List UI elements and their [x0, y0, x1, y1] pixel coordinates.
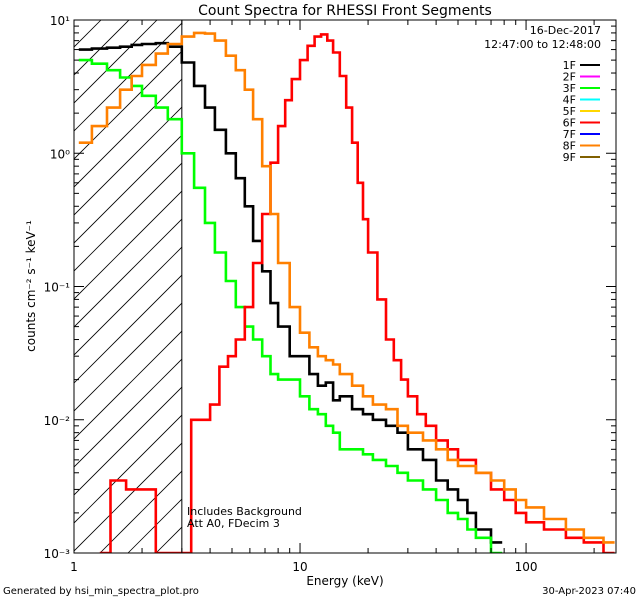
hatch-line [74, 358, 182, 468]
hatch-line [74, 414, 182, 524]
y-tick-label: 10¹ [50, 14, 70, 28]
hatch-line [99, 470, 182, 553]
chart-title: Count Spectra for RHESSI Front Segments [198, 3, 492, 19]
timestamp-label: 30-Apr-2023 07:40 [542, 586, 636, 597]
legend-label: 6F [563, 117, 576, 130]
hatch-line [74, 78, 182, 188]
legend-label: 8F [563, 140, 576, 153]
x-axis-label: Energy (keV) [306, 574, 383, 588]
legend-label: 7F [563, 128, 576, 141]
hatch-line [74, 50, 182, 160]
excluded-region-hatch [0, 20, 182, 553]
y-tick-label: 10⁻² [44, 414, 71, 428]
hatch-line [74, 106, 182, 216]
legend-label: 1F [563, 59, 576, 72]
hatch-line [74, 218, 182, 328]
generated-by-label: Generated by hsi_min_spectra_plot.pro [3, 586, 199, 597]
y-axis-label: counts cm⁻² s⁻¹ keV⁻¹ [24, 220, 38, 352]
x-tick-label: 1 [70, 560, 78, 574]
y-tick-label: 10⁻³ [44, 547, 71, 561]
date-label: 16-Dec-2017 [530, 24, 601, 37]
legend-label: 5F [563, 105, 576, 118]
x-tick-label: 100 [515, 560, 538, 574]
legend-label: 3F [563, 82, 576, 95]
hatch-line [74, 274, 182, 384]
annotation-attenuator: Att A0, FDecim 3 [187, 517, 280, 530]
legend-label: 4F [563, 94, 576, 107]
hatch-line [74, 442, 182, 552]
series-1F-line [78, 41, 503, 544]
time-range-label: 12:47:00 to 12:48:00 [484, 38, 601, 51]
hatch-line [0, 20, 17, 553]
annotation-background: Includes Background [187, 505, 302, 518]
x-tick-label: 10 [292, 560, 307, 574]
y-tick-label: 10⁻¹ [44, 281, 71, 295]
hatch-line [74, 246, 182, 356]
series-3F-line [78, 58, 503, 553]
y-tick-label: 10⁰ [50, 147, 70, 161]
hatch-line [0, 20, 45, 553]
legend-label: 2F [563, 71, 576, 84]
hatch-line [74, 386, 182, 496]
hatch-line [74, 22, 182, 132]
series-8F-line [78, 31, 615, 544]
legend-label: 9F [563, 151, 576, 164]
hatch-line [74, 190, 182, 300]
